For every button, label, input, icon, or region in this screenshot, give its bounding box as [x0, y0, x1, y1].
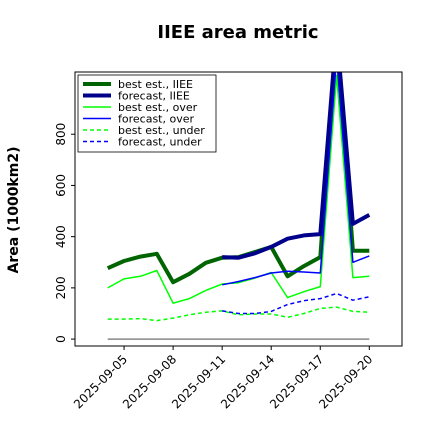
legend-label: best est., over	[118, 101, 198, 114]
y-tick-label: 800	[54, 123, 68, 146]
y-tick-label: 0	[54, 335, 68, 343]
legend-label: forecast, IIEE	[118, 90, 190, 103]
legend-label: best est., IIEE	[118, 78, 193, 91]
legend-label: best est., under	[118, 124, 205, 137]
legend-label: forecast, under	[118, 136, 202, 149]
axes-frame	[74, 71, 403, 347]
legend-label: forecast, over	[118, 113, 194, 126]
chart-title: IIEE area metric	[157, 22, 318, 43]
series-line	[222, 72, 370, 286]
plot-area	[106, 72, 371, 340]
y-tick-label: 400	[54, 225, 68, 248]
series-line	[222, 72, 371, 260]
series-line	[222, 292, 370, 315]
y-tick-label: 200	[54, 276, 68, 299]
series-line	[107, 74, 370, 304]
y-tick-label: 600	[54, 174, 68, 197]
series-line	[107, 306, 370, 322]
legend-box	[77, 74, 217, 153]
y-axis-label: Area (1000km2)	[6, 147, 22, 274]
